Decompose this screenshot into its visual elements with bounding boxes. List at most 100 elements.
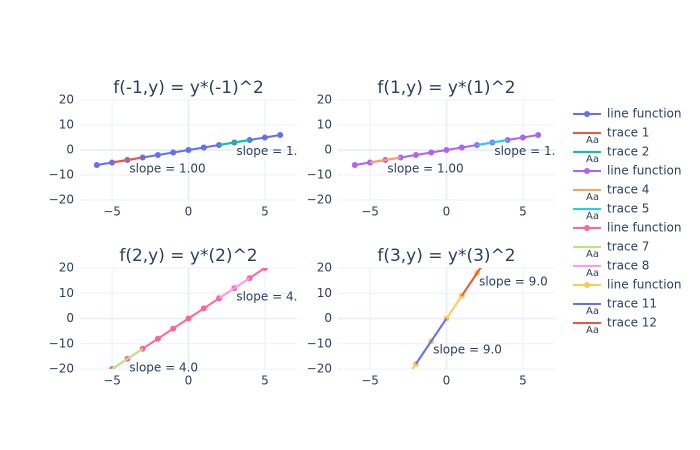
x-tick-label: −5 xyxy=(361,374,379,388)
y-tick-label: 0 xyxy=(324,143,332,157)
legend-symbol: Aa xyxy=(586,268,599,279)
x-tick-label: −5 xyxy=(103,205,121,219)
legend-symbol: Aa xyxy=(586,154,599,165)
plot-area xyxy=(351,132,542,168)
y-tick-label: −10 xyxy=(49,168,74,182)
legend-label: trace 1 xyxy=(607,126,649,140)
marker xyxy=(170,325,177,332)
y-tick-label: −20 xyxy=(49,362,74,376)
legend-label: line function xyxy=(607,221,682,235)
legend-label: line function xyxy=(607,278,682,292)
slope-label: slope = 9.0 xyxy=(479,275,548,289)
marker xyxy=(200,144,207,151)
marker xyxy=(382,406,388,412)
subplot-title: f(1,y) = y*(1)^2 xyxy=(377,78,515,98)
slope-label: slope = 4. xyxy=(236,290,297,304)
legend-symbol: Aa xyxy=(586,211,599,222)
y-tick-label: 0 xyxy=(324,311,332,325)
series-line xyxy=(476,139,508,146)
subplot-title: f(3,y) = y*(3)^2 xyxy=(377,246,515,266)
legend-symbol: Aa xyxy=(586,192,599,203)
legend-symbol: Aa xyxy=(586,306,599,317)
x-tick-label: 0 xyxy=(185,374,193,388)
y-tick-label: 10 xyxy=(317,118,332,132)
marker xyxy=(412,152,419,158)
legend-label: trace 8 xyxy=(607,259,649,273)
y-tick-label: −10 xyxy=(49,336,74,350)
legend-label: trace 7 xyxy=(607,240,649,254)
marker xyxy=(154,152,161,158)
series-line xyxy=(111,156,143,164)
x-tick-label: −5 xyxy=(103,374,121,388)
x-tick-label: 0 xyxy=(443,374,451,388)
y-tick-label: 10 xyxy=(317,286,332,300)
legend-label: trace 5 xyxy=(607,202,649,216)
legend-symbol: Aa xyxy=(586,135,599,146)
marker xyxy=(185,315,192,322)
y-tick-label: −20 xyxy=(307,193,332,207)
plot-area xyxy=(367,179,541,435)
marker xyxy=(170,149,177,156)
legend-label: trace 12 xyxy=(607,316,657,330)
legend-label: trace 4 xyxy=(607,183,649,197)
marker xyxy=(367,429,373,435)
series-line xyxy=(460,268,482,297)
marker xyxy=(277,132,284,138)
x-tick-label: −5 xyxy=(361,205,379,219)
slope-label: slope = 1.00 xyxy=(129,162,205,176)
y-tick-label: 10 xyxy=(59,286,74,300)
x-tick-label: 5 xyxy=(261,374,269,388)
y-tick-label: −20 xyxy=(307,362,332,376)
marker xyxy=(535,132,542,138)
legend-symbol: Aa xyxy=(586,325,599,336)
slope-label: slope = 1. xyxy=(494,144,555,158)
marker xyxy=(443,147,450,153)
marker xyxy=(261,134,268,141)
slope-label: slope = 9.0 xyxy=(433,343,502,357)
marker xyxy=(398,384,404,390)
marker xyxy=(428,149,435,156)
legend-symbol: Aa xyxy=(586,249,599,260)
legend-marker xyxy=(584,282,590,288)
legend-label: line function xyxy=(607,107,682,121)
y-tick-label: 0 xyxy=(66,143,74,157)
x-tick-label: 0 xyxy=(185,205,193,219)
slope-label: slope = 4.0 xyxy=(129,360,198,374)
marker xyxy=(277,255,283,261)
legend-label: line function xyxy=(607,164,682,178)
marker xyxy=(200,305,207,312)
series-line xyxy=(111,347,144,369)
y-tick-label: 0 xyxy=(66,311,74,325)
y-tick-label: 20 xyxy=(317,261,332,275)
y-tick-label: −10 xyxy=(307,336,332,350)
series-line xyxy=(218,139,250,146)
marker xyxy=(261,268,268,271)
y-tick-label: 10 xyxy=(59,118,74,132)
series-line xyxy=(218,277,251,300)
marker xyxy=(154,335,161,342)
slope-label: slope = 1.00 xyxy=(387,162,463,176)
subplot-title: f(2,y) = y*(2)^2 xyxy=(119,246,257,266)
marker xyxy=(519,134,526,141)
legend-marker xyxy=(584,168,590,174)
marker xyxy=(185,147,192,153)
x-tick-label: 5 xyxy=(261,205,269,219)
marker xyxy=(535,179,541,185)
x-tick-label: 5 xyxy=(519,374,527,388)
series-line xyxy=(369,156,401,164)
x-tick-label: 0 xyxy=(443,205,451,219)
marker xyxy=(94,376,100,382)
marker xyxy=(351,162,358,168)
y-tick-label: −20 xyxy=(49,193,74,207)
marker xyxy=(505,225,511,231)
y-tick-label: −10 xyxy=(307,168,332,182)
marker xyxy=(458,144,465,151)
x-tick-label: 5 xyxy=(519,205,527,219)
series-line xyxy=(415,317,448,365)
plot-area xyxy=(93,132,284,168)
legend-label: trace 11 xyxy=(607,297,657,311)
plot-area xyxy=(94,255,283,382)
y-tick-label: 20 xyxy=(317,93,332,107)
legend-label: trace 2 xyxy=(607,145,649,159)
